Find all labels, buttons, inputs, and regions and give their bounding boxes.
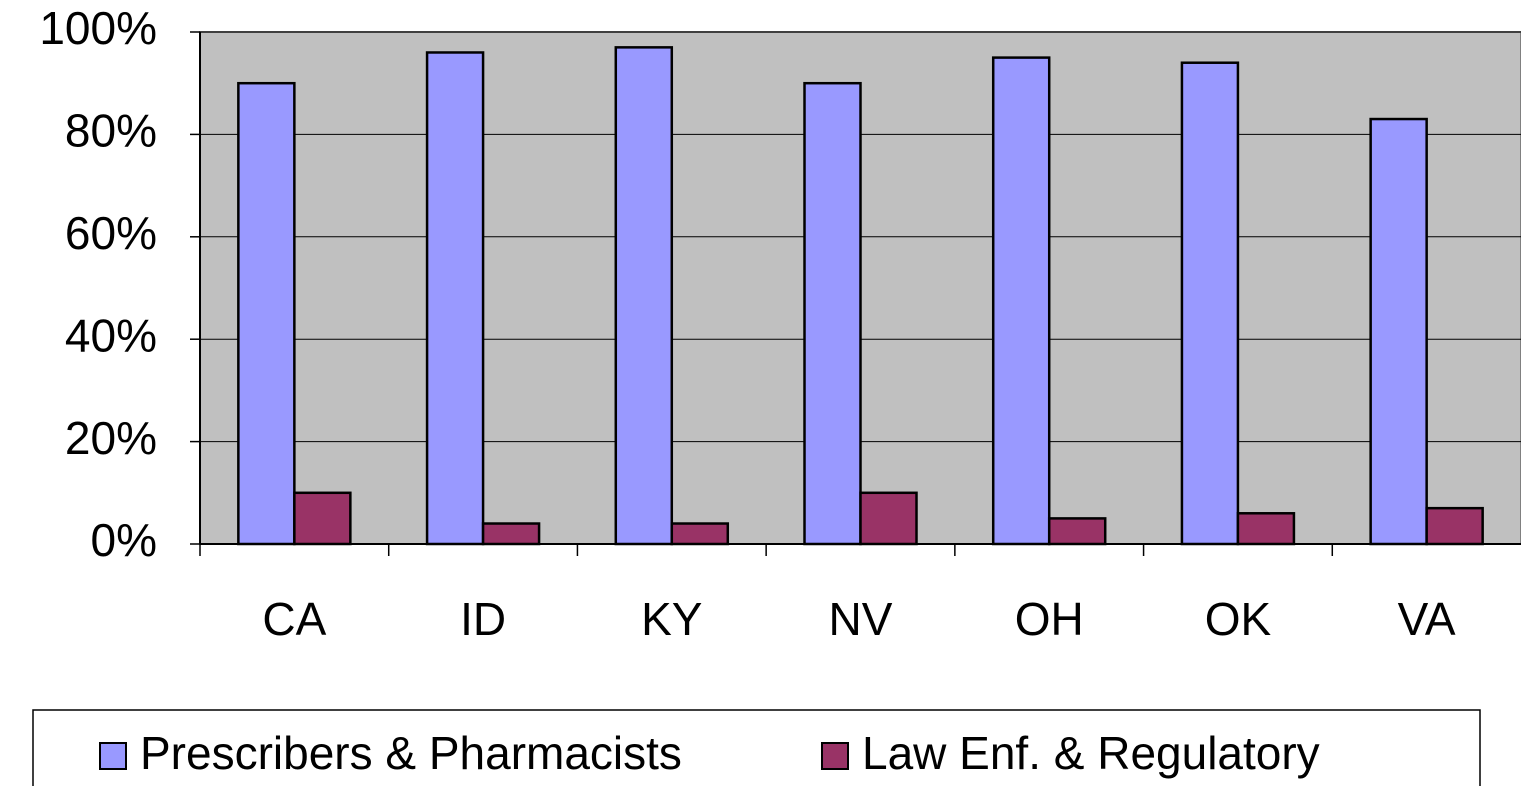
y-tick-label: 40% (65, 309, 157, 361)
x-tick-label: KY (641, 593, 702, 645)
bar (237, 81, 296, 546)
y-tick-label: 100% (39, 2, 157, 54)
bar (1236, 512, 1296, 546)
y-tick-label: 60% (65, 207, 157, 259)
legend-swatch (99, 742, 127, 770)
bar (481, 522, 541, 546)
bar (614, 46, 674, 546)
legend-label: Law Enf. & Regulatory (862, 727, 1320, 779)
x-tick-label: NV (829, 593, 893, 645)
y-tick-label: 80% (65, 105, 157, 157)
bar (991, 56, 1051, 546)
bar (803, 81, 862, 546)
bar (670, 522, 730, 546)
x-tick-label: OK (1205, 593, 1272, 645)
y-tick-label: 0% (91, 514, 157, 566)
x-tick-label: OH (1015, 593, 1084, 645)
x-tick-label: VA (1398, 593, 1456, 645)
legend-box (32, 709, 1481, 786)
x-tick-label: ID (460, 593, 506, 645)
bar (1425, 506, 1484, 546)
bar (293, 491, 352, 546)
y-tick-label: 20% (65, 412, 157, 464)
legend-swatch (821, 742, 849, 770)
bar (859, 491, 918, 546)
legend-label: Prescribers & Pharmacists (140, 727, 682, 779)
x-tick-label: CA (262, 593, 326, 645)
bar (1369, 117, 1428, 546)
bar (1180, 61, 1240, 546)
bar (1047, 517, 1107, 546)
bar (425, 51, 485, 546)
